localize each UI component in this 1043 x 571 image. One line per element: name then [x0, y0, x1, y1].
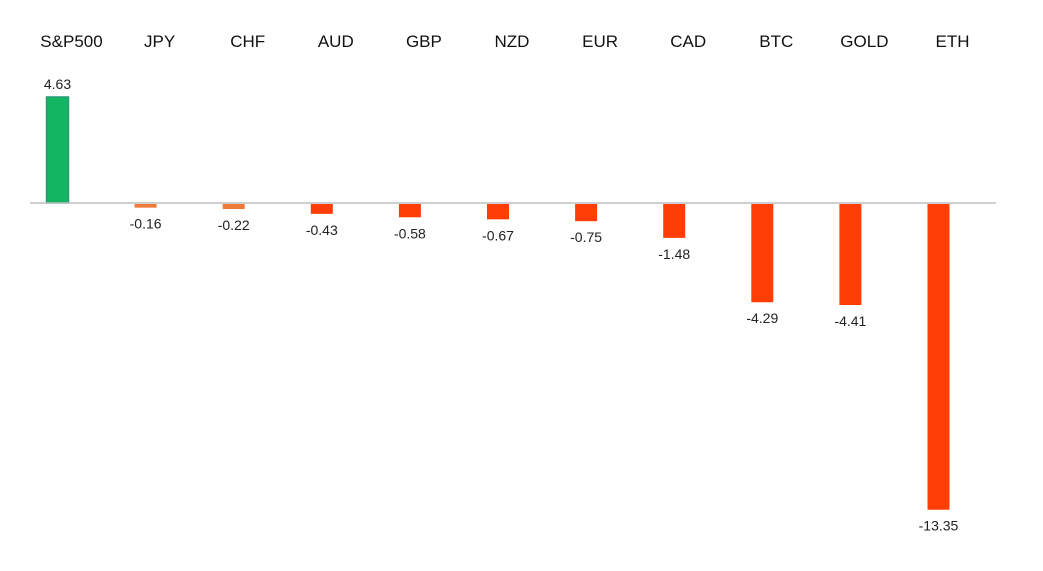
value-label-eth: -13.35 — [919, 518, 959, 534]
bar-gold — [839, 204, 862, 305]
category-label-nzd: NZD — [495, 32, 530, 51]
value-label-jpy: -0.16 — [130, 216, 162, 232]
value-label-sp500: 4.63 — [44, 76, 71, 92]
bar-gbp — [398, 204, 421, 218]
bar-btc — [751, 204, 774, 303]
value-label-btc: -4.29 — [746, 310, 778, 326]
category-labels-group: S&P500 JPY CHF AUD GBP NZD EUR CAD BTC GOLD ETH — [40, 32, 969, 51]
category-label-cad: CAD — [670, 32, 706, 51]
category-label-chf: CHF — [230, 32, 265, 51]
category-label-aud: AUD — [318, 32, 354, 51]
bar-aud — [310, 204, 333, 214]
value-label-cad: -1.48 — [658, 246, 690, 262]
category-label-sp500: S&P500 — [40, 32, 102, 51]
value-label-nzd: -0.67 — [482, 227, 514, 243]
value-label-chf: -0.22 — [218, 217, 250, 233]
value-label-gold: -4.41 — [834, 313, 866, 329]
category-label-btc: BTC — [759, 32, 793, 51]
bar-sp500 — [45, 96, 70, 204]
category-label-eth: ETH — [936, 32, 970, 51]
bar-eth — [927, 204, 950, 510]
bar-eur — [575, 204, 598, 222]
value-label-gbp: -0.58 — [394, 225, 426, 241]
bar-nzd — [487, 204, 509, 220]
bar-jpy — [134, 204, 157, 208]
category-label-gold: GOLD — [840, 32, 888, 51]
value-label-aud: -0.43 — [306, 222, 338, 238]
bars-group — [45, 96, 950, 510]
bar-chf — [222, 204, 245, 210]
category-label-gbp: GBP — [406, 32, 442, 51]
category-label-eur: EUR — [582, 32, 618, 51]
value-labels-group: 4.63 -0.16 -0.22 -0.43 -0.58 -0.67 -0.75 -1.48 -… — [44, 76, 959, 534]
value-label-eur: -0.75 — [570, 229, 602, 245]
bar-cad — [663, 204, 686, 238]
category-label-jpy: JPY — [144, 32, 175, 51]
